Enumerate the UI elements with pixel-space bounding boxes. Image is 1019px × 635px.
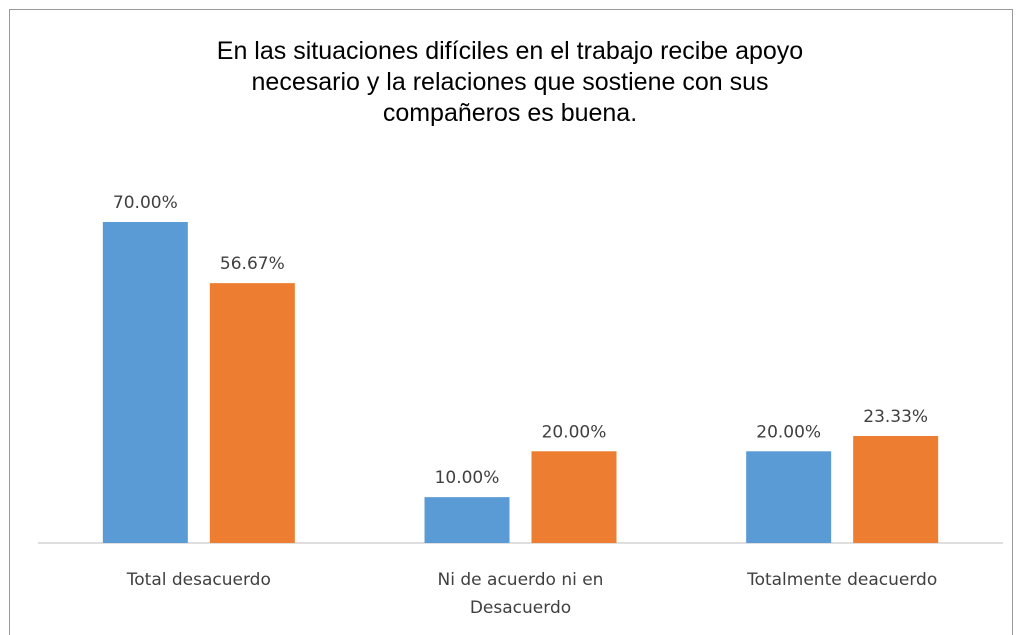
- bar: [746, 451, 832, 543]
- x-tick-label: Totalmente deacuerdo: [747, 570, 938, 590]
- x-tick-label: Total desacuerdo: [126, 570, 271, 590]
- chart-title: En las situaciones difíciles en el traba…: [216, 37, 804, 127]
- bar: [209, 283, 295, 543]
- bar: [424, 497, 510, 543]
- chart-frame: [9, 9, 1013, 635]
- bar: [531, 451, 617, 543]
- data-label: 20.00%: [542, 422, 607, 442]
- data-label: 70.00%: [113, 193, 178, 213]
- data-label: 23.33%: [863, 407, 928, 427]
- data-label: 10.00%: [435, 468, 500, 488]
- bar: [102, 222, 188, 543]
- data-label: 20.00%: [756, 422, 821, 442]
- bar: [853, 436, 939, 543]
- data-label: 56.67%: [220, 254, 285, 274]
- x-tick-label: Ni de acuerdo ni en Desacuerdo: [437, 570, 604, 618]
